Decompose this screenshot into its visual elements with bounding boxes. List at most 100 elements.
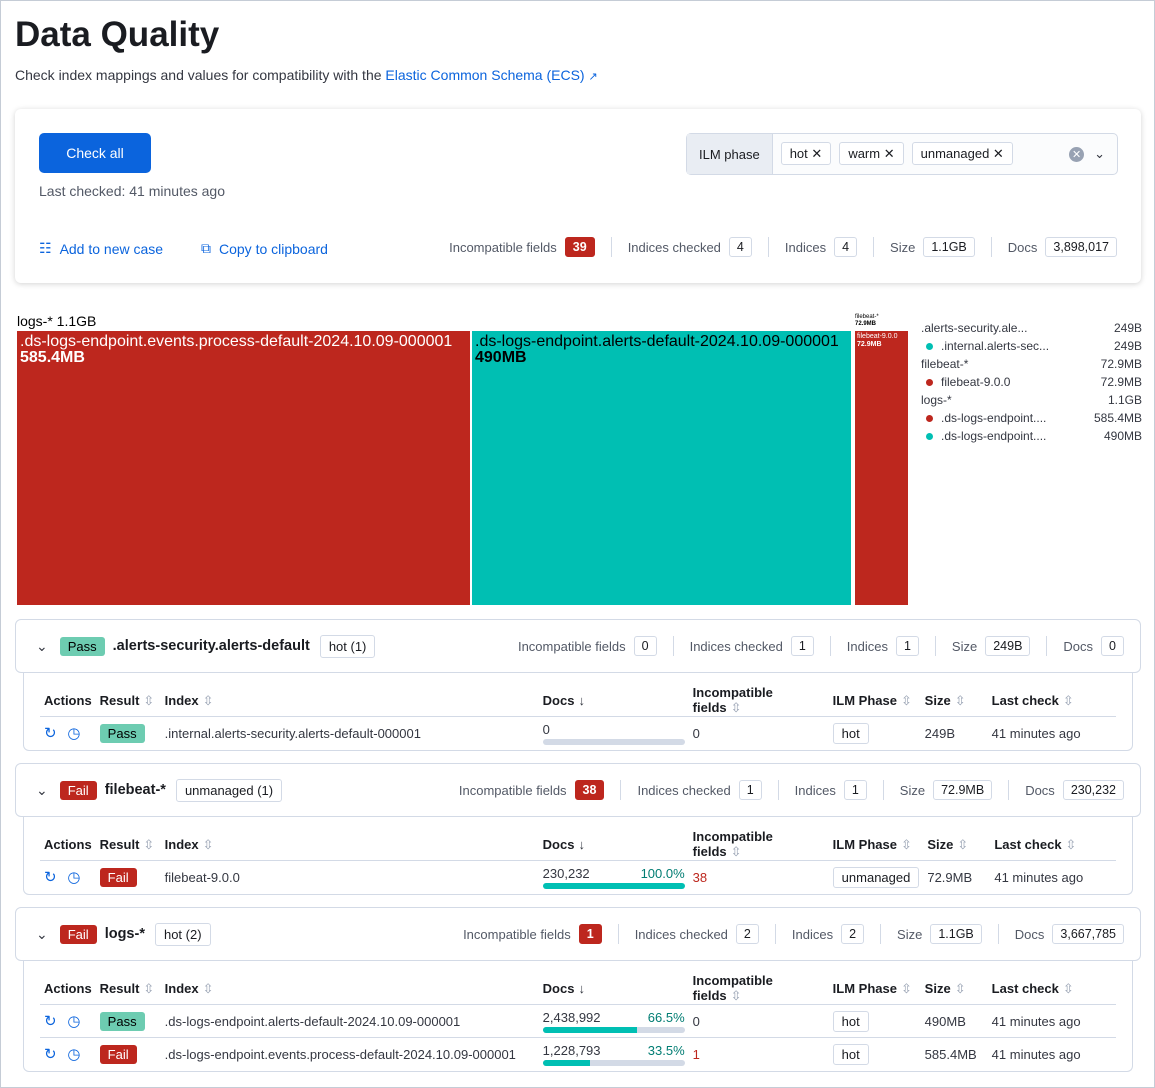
history-icon[interactable]: ◷	[67, 1013, 81, 1030]
chevron-down-icon[interactable]: ⌄	[1094, 146, 1105, 161]
column-header[interactable]: Docs ↓	[538, 685, 689, 717]
refresh-icon[interactable]: ↻	[44, 1046, 57, 1064]
stat-value: 230,232	[1062, 780, 1124, 800]
column-header[interactable]: Docs ↓	[538, 973, 689, 1005]
refresh-icon[interactable]: ↻	[44, 869, 57, 887]
legend-item[interactable]: .internal.alerts-sec... 249B	[921, 337, 1142, 355]
column-header[interactable]: Size ⇳	[920, 685, 988, 717]
stat-label: Docs	[1025, 782, 1055, 798]
history-icon[interactable]: ◷	[67, 869, 81, 887]
column-header[interactable]: Docs ↓	[538, 829, 689, 861]
remove-icon[interactable]: ✕	[883, 146, 895, 161]
copy-icon: ⧉	[201, 240, 211, 256]
column-header[interactable]: Actions	[40, 973, 96, 1005]
chevron-down-icon[interactable]: ⌄	[36, 781, 48, 798]
legend-item[interactable]: .ds-logs-endpoint.... 585.4MB	[921, 409, 1142, 427]
sort-desc-icon: ↓	[578, 981, 585, 996]
stat-indices-checked: Indices checked 2	[617, 924, 775, 944]
column-label: Docs	[542, 837, 575, 852]
sort-icon: ⇳	[954, 980, 966, 996]
column-label: Incompatible fields	[692, 829, 773, 859]
page-title: Data Quality	[15, 15, 220, 54]
index-name[interactable]: .ds-logs-endpoint.events.process-default…	[164, 1046, 516, 1062]
column-header[interactable]: Last check ⇳	[987, 973, 1116, 1005]
stat-value: 0	[633, 636, 657, 656]
index-name[interactable]: .ds-logs-endpoint.alerts-default-2024.10…	[160, 1004, 539, 1038]
check-all-button[interactable]: Check all	[39, 133, 151, 173]
column-label: Index	[164, 980, 199, 996]
ilm-phase-badge: hot	[832, 1043, 869, 1065]
column-label: Incompatible fields	[692, 685, 773, 715]
legend-dot-icon	[926, 433, 933, 440]
stat-docs: Docs 3,667,785	[997, 924, 1140, 944]
clear-icon[interactable]: ✕	[1069, 146, 1085, 162]
refresh-icon[interactable]: ↻	[44, 1013, 57, 1030]
column-header[interactable]: ILM Phase ⇳	[828, 973, 921, 1005]
index-name[interactable]: filebeat-9.0.0	[164, 869, 240, 885]
column-header[interactable]: Last check ⇳	[990, 829, 1116, 861]
add-to-new-case-button[interactable]: ☷ Add to new case	[39, 240, 163, 257]
ilm-phase-filter[interactable]: ILM phase hot ✕ warm ✕ unmanaged ✕ ✕ ⌄	[686, 133, 1118, 175]
stat-label: Docs	[1007, 239, 1038, 255]
column-header[interactable]: Incompatible fields ⇳	[688, 685, 829, 717]
pattern-group: ⌄ Fail logs-* hot (2) Incompatible field…	[15, 907, 1141, 1072]
stat-label: Incompatible fields	[463, 926, 571, 942]
legend-item[interactable]: .ds-logs-endpoint.... 490MB	[921, 427, 1142, 445]
sort-icon: ⇳	[730, 844, 742, 859]
column-header[interactable]: Index ⇳	[160, 829, 539, 861]
docs-progress	[542, 1026, 685, 1033]
column-header[interactable]: Result ⇳	[95, 973, 161, 1005]
history-icon[interactable]: ◷	[67, 725, 81, 743]
column-header[interactable]: Actions	[40, 829, 96, 861]
rect-size: 585.4MB	[20, 349, 85, 366]
ilm-chip-unmanaged[interactable]: unmanaged ✕	[911, 142, 1013, 165]
refresh-icon[interactable]: ↻	[44, 725, 57, 743]
chevron-down-icon[interactable]: ⌄	[36, 925, 48, 942]
legend-item[interactable]: filebeat-9.0.0 72.9MB	[921, 373, 1142, 391]
column-header[interactable]: ILM Phase ⇳	[828, 685, 921, 717]
legend-item[interactable]: filebeat-* 72.9MB	[921, 355, 1142, 373]
ecs-link[interactable]: Elastic Common Schema (ECS) ↗	[385, 67, 597, 83]
treemap-rect[interactable]: .ds-logs-endpoint.events.process-default…	[17, 331, 470, 605]
column-label: Last check	[994, 836, 1062, 852]
column-header[interactable]: ILM Phase ⇳	[828, 829, 924, 861]
treemap-rect[interactable]: .ds-logs-endpoint.alerts-default-2024.10…	[472, 331, 851, 605]
stat-indices-checked: Indices checked 4	[610, 237, 768, 257]
pattern-header[interactable]: ⌄ Fail filebeat-* unmanaged (1) Incompat…	[15, 763, 1141, 817]
sort-icon: ⇳	[730, 988, 742, 1003]
result-badge: Pass	[99, 1011, 145, 1031]
column-header[interactable]: Index ⇳	[160, 973, 539, 1005]
remove-icon[interactable]: ✕	[992, 146, 1004, 161]
size: 72.9MB	[927, 869, 973, 885]
pattern-name: filebeat-*	[104, 782, 166, 798]
pattern-header[interactable]: ⌄ Pass .alerts-security.alerts-default h…	[15, 619, 1141, 673]
incompatible-count: 1	[692, 1046, 700, 1062]
chevron-down-icon[interactable]: ⌄	[36, 637, 48, 654]
column-header[interactable]: Last check ⇳	[987, 685, 1116, 717]
ilm-chip-hot[interactable]: hot ✕	[780, 142, 832, 165]
index-name[interactable]: .internal.alerts-security.alerts-default…	[164, 725, 421, 741]
column-header[interactable]: Size ⇳	[923, 829, 991, 861]
column-header[interactable]: Index ⇳	[160, 685, 539, 717]
treemap-rect[interactable]: filebeat-9.0.0 72.9MB	[855, 331, 908, 605]
sort-icon: ⇳	[1065, 836, 1077, 852]
ecs-link-text: Elastic Common Schema (ECS)	[385, 67, 585, 83]
legend-item[interactable]: .alerts-security.ale... 249B	[921, 319, 1142, 337]
column-header[interactable]: Result ⇳	[95, 685, 161, 717]
column-label: Index	[164, 692, 199, 708]
copy-to-clipboard-button[interactable]: ⧉ Copy to clipboard	[201, 240, 328, 257]
pattern-header[interactable]: ⌄ Fail logs-* hot (2) Incompatible field…	[15, 907, 1141, 961]
column-header[interactable]: Incompatible fields ⇳	[688, 973, 829, 1005]
column-header[interactable]: Result ⇳	[95, 829, 161, 861]
legend-value: 249B	[1113, 321, 1142, 335]
result-badge: Pass	[59, 636, 105, 656]
legend-label: .internal.alerts-sec...	[941, 339, 1050, 353]
legend-item[interactable]: logs-* 1.1GB	[921, 391, 1142, 409]
column-header[interactable]: Actions	[40, 685, 96, 717]
remove-icon[interactable]: ✕	[811, 146, 823, 161]
history-icon[interactable]: ◷	[67, 1046, 81, 1064]
column-header[interactable]: Incompatible fields ⇳	[688, 829, 829, 861]
ilm-chip-warm[interactable]: warm ✕	[839, 142, 904, 165]
stat-value: 1	[738, 780, 762, 800]
column-header[interactable]: Size ⇳	[920, 973, 988, 1005]
